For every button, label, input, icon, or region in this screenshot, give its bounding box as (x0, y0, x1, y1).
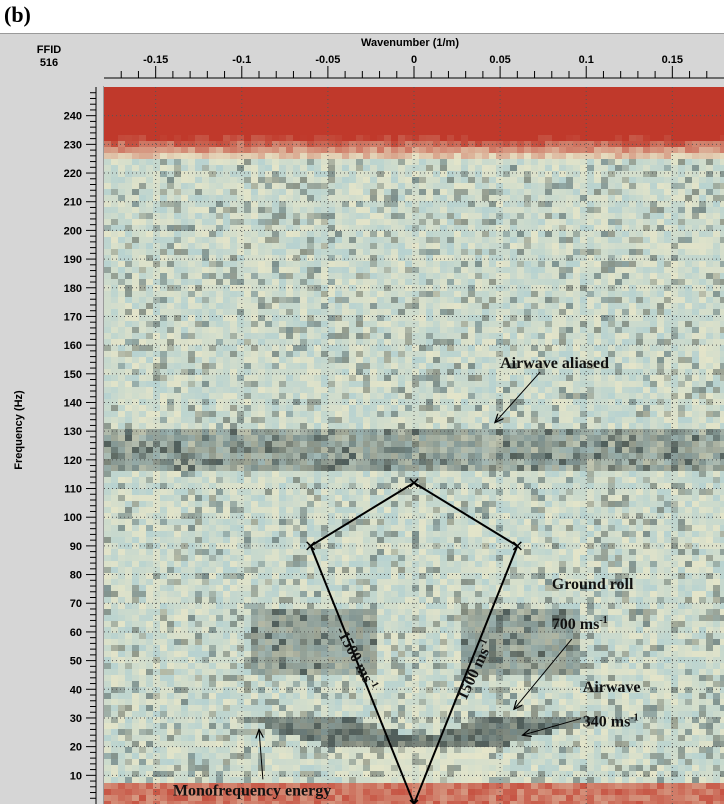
left-axis-bar (0, 86, 104, 804)
y-tick-label: 130 (64, 426, 82, 438)
annotation-label: 700 ms-1 (552, 615, 608, 633)
y-tick-label: 220 (64, 168, 82, 180)
annotation-label: Airwave aliased (500, 355, 609, 372)
y-tick-label: 140 (64, 397, 82, 409)
x-tick-label: 0.15 (662, 54, 683, 66)
fan-vertex-marker (409, 478, 419, 488)
ffid-value: 516 (39, 57, 59, 69)
y-axis-ticks: 10 20 30 40 50 60 70 80 90 100 110 120 130 140 150 160 1… (64, 87, 97, 804)
annotation: Monofrequency energy (173, 729, 331, 799)
y-tick-label: 240 (64, 111, 82, 123)
x-axis-ticks: -0.15 -0.1 -0.05 0 0.05 0.1 0.15 (104, 54, 724, 79)
y-tick-label: 150 (64, 369, 82, 381)
y-tick-label: 160 (64, 340, 82, 352)
annotation-arrow (514, 638, 573, 709)
y-tick-label: 190 (64, 254, 82, 266)
annotation-arrow (495, 371, 541, 422)
annotation-label: Ground roll (552, 576, 634, 593)
spectrum-heatmap (104, 87, 724, 804)
x-tick-label: -0.05 (315, 54, 340, 66)
x-tick-label: -0.15 (143, 54, 168, 66)
panel-label: (b) (4, 2, 31, 27)
y-tick-label: 70 (70, 598, 82, 610)
annotation-label: Airwave (583, 679, 641, 696)
y-tick-label: 80 (70, 570, 82, 582)
y-tick-label: 120 (64, 455, 82, 467)
annotation-arrow (259, 729, 263, 780)
y-tick-label: 40 (70, 684, 82, 696)
y-tick-label: 20 (70, 742, 82, 754)
x-tick-label: 0.05 (489, 54, 510, 66)
annotation: 340 ms-1 (523, 713, 639, 736)
y-tick-label: 60 (70, 627, 82, 639)
annotation: 700 ms-1 (514, 615, 608, 709)
annotation-label: 340 ms-1 (583, 713, 639, 731)
y-tick-label: 200 (64, 225, 82, 237)
x-tick-label: 0 (411, 54, 417, 66)
annotation: Ground roll (552, 576, 634, 593)
grid-lines (104, 87, 724, 804)
y-tick-label: 100 (64, 512, 82, 524)
annotation: Airwave aliased (495, 355, 609, 422)
y-tick-label: 10 (70, 770, 82, 782)
annotation-arrow (523, 718, 581, 736)
velocity-fan (306, 478, 522, 804)
y-tick-label: 180 (64, 283, 82, 295)
fan-vertex-marker (512, 541, 522, 551)
x-tick-label: -0.1 (232, 54, 251, 66)
y-tick-label: 50 (70, 656, 82, 668)
annotation: Airwave (583, 679, 641, 696)
ffid-label: FFID 516 (8, 44, 90, 70)
ffid-title: FFID (36, 44, 62, 56)
y-tick-label: 230 (64, 139, 82, 151)
y-tick-label: 90 (70, 541, 82, 553)
y-tick-label: 110 (64, 484, 82, 496)
y-tick-label: 210 (64, 197, 82, 209)
annotation-label: Monofrequency energy (173, 782, 331, 799)
fan-vertex-marker (306, 541, 316, 551)
x-tick-label: 0.1 (579, 54, 594, 66)
header-bar (0, 33, 724, 88)
y-tick-label: 30 (70, 713, 82, 725)
y-tick-label: 170 (64, 311, 82, 323)
fan-vertex-marker (409, 799, 419, 804)
x-axis-title: Wavenumber (1/m) (360, 37, 459, 49)
